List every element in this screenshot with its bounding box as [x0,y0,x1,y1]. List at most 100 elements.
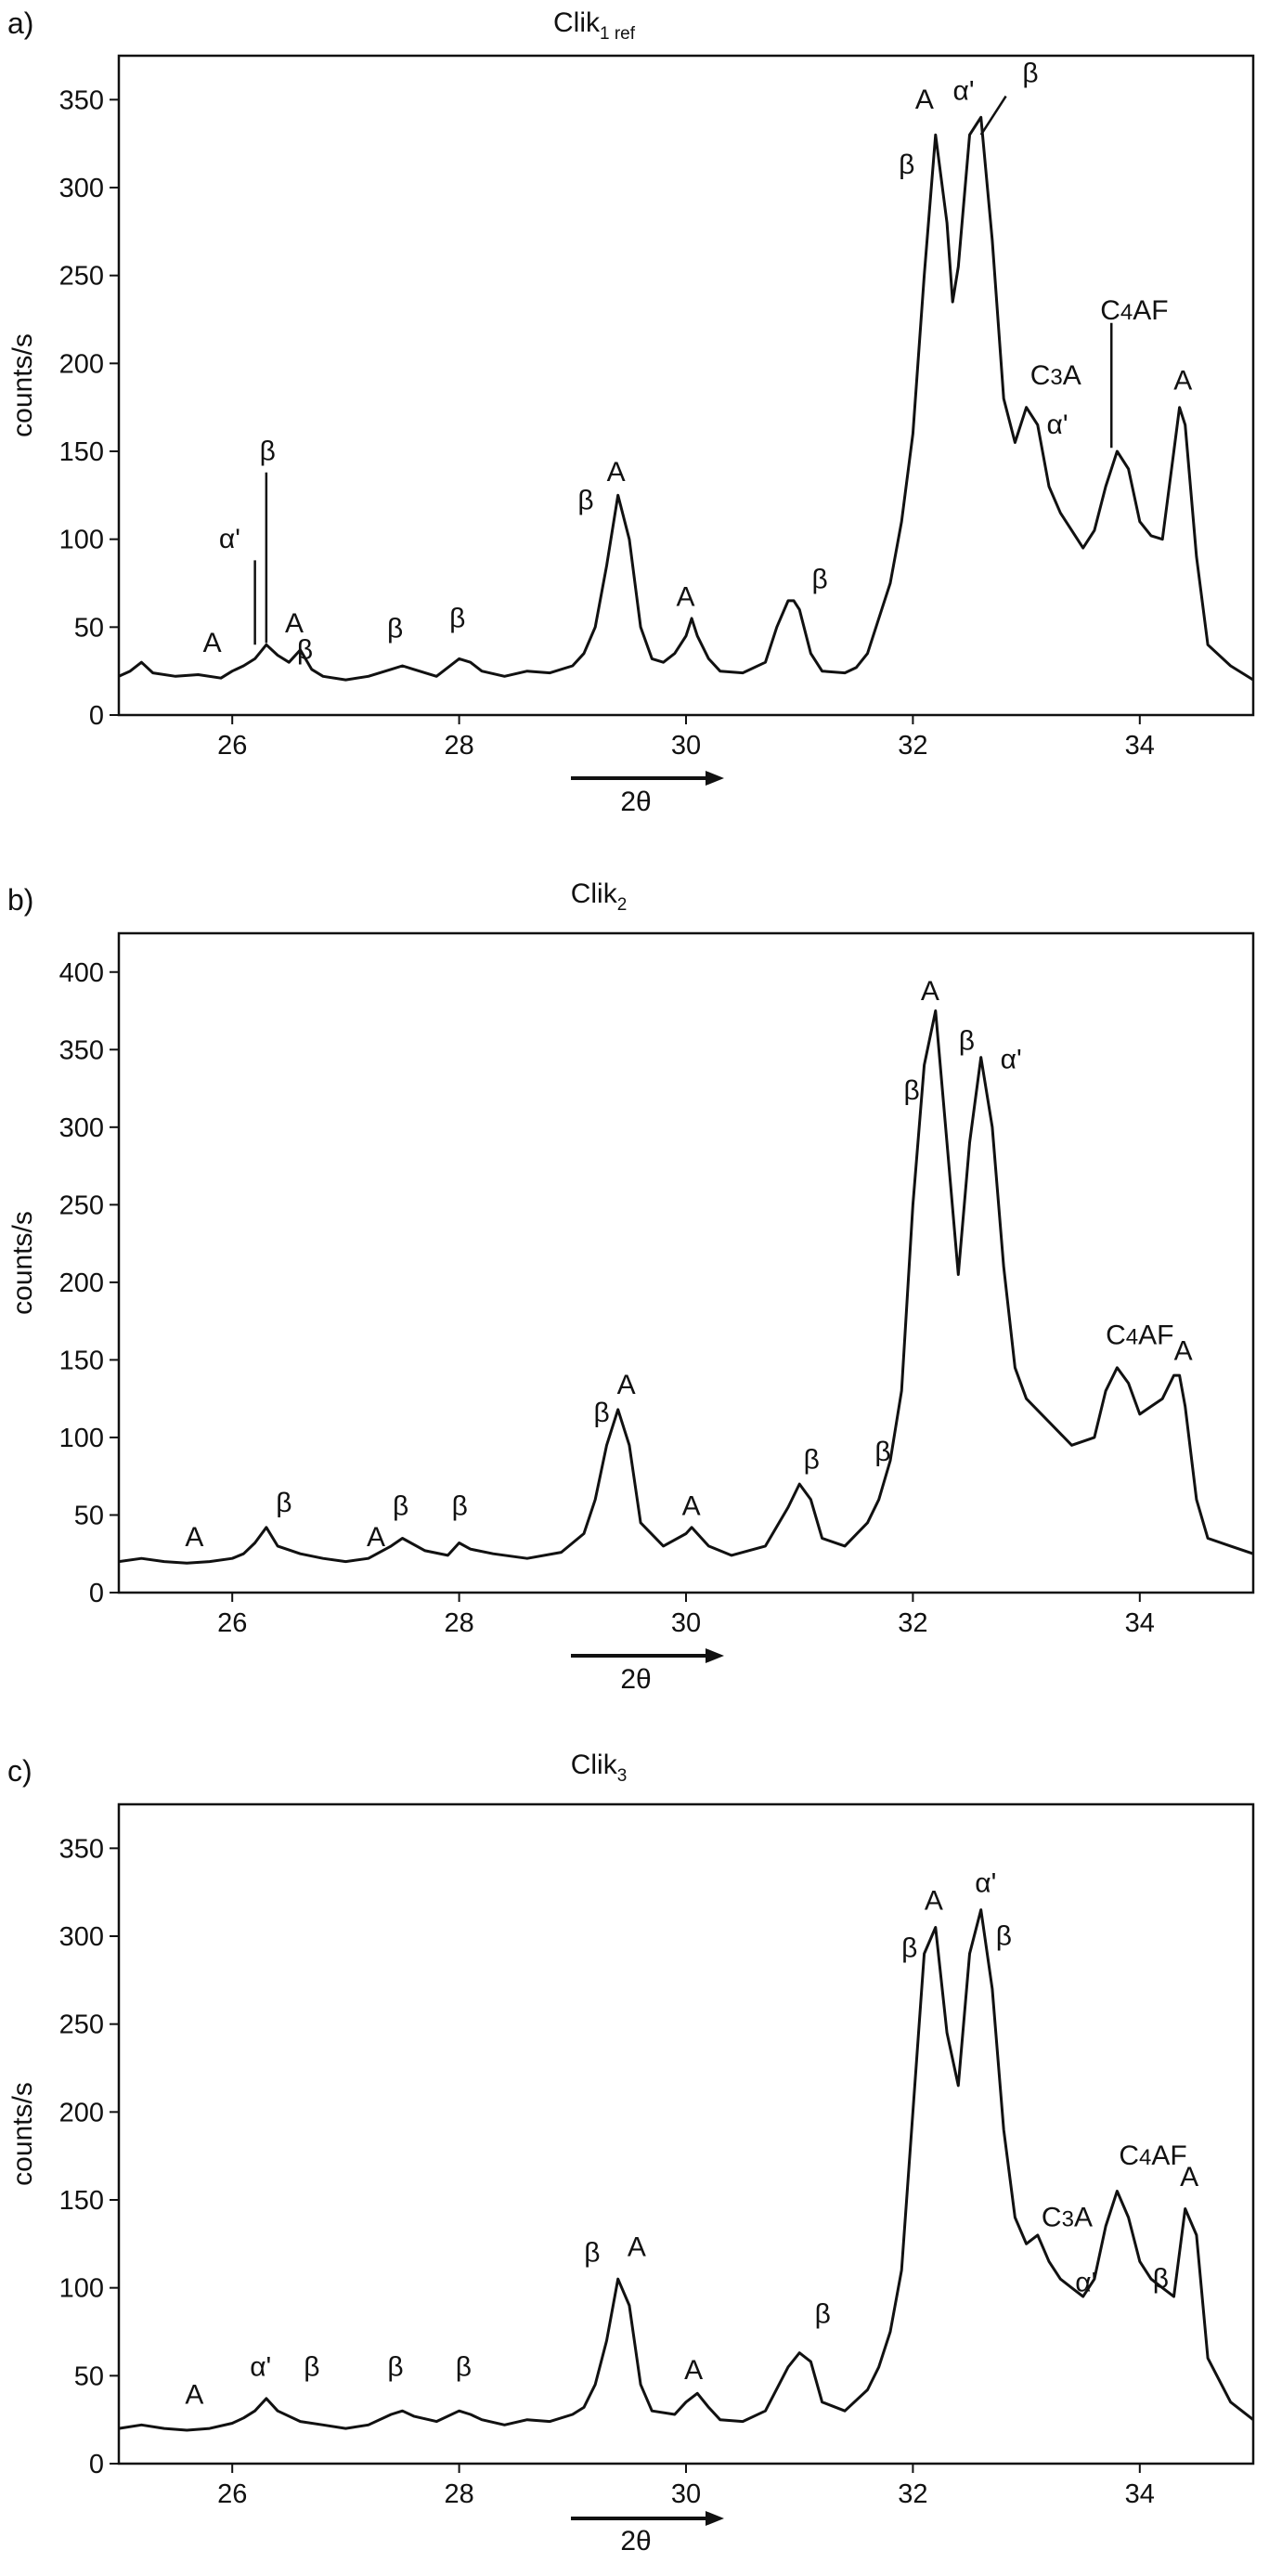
peak-annotation: A [185,2380,203,2411]
y-tick-label: 400 [59,958,104,988]
peak-annotation: α' [219,524,240,554]
peak-annotation: β [304,2351,319,2382]
peak-annotation: C4AF [1119,2140,1186,2171]
y-tick-label: 0 [89,1579,104,1608]
y-tick-label: 0 [89,2450,104,2479]
x-tick-label: 26 [217,731,247,761]
diffraction-trace [118,115,1254,682]
x-tick-label: 30 [671,1608,701,1638]
y-tick-label: 300 [59,1922,104,1952]
peak-annotation: β [959,1025,975,1056]
y-axis-label: counts/s [7,1211,38,1315]
x-tick-label: 26 [217,2479,247,2509]
diffraction-trace [118,1009,1254,1565]
x-tick-label: 28 [444,2479,473,2509]
peak-annotation: A [628,2232,646,2263]
x-axis-arrowhead [706,2511,724,2526]
y-axis-label: counts/s [7,2082,38,2186]
x-tick-label: 34 [1125,731,1155,761]
y-tick-label: 150 [59,437,104,467]
peak-annotation: β [1022,58,1038,88]
peak-annotation: A [617,1370,636,1400]
peak-annotation: C4AF [1106,1321,1173,1351]
peak-annotation: β [815,2299,831,2330]
x-tick-label: 32 [898,2479,927,2509]
x-tick-label: 34 [1125,1608,1155,1638]
peak-annotation: β [452,1490,468,1521]
peak-annotation: α' [953,75,975,106]
y-tick-label: 350 [59,1035,104,1065]
peak-annotation: A [1180,2162,1198,2192]
x-tick-label: 32 [898,731,927,761]
peak-annotation: A [185,1522,203,1553]
peak-annotation: A [607,457,626,488]
peak-annotation: α' [975,1868,996,1899]
peak-annotation: β [996,1920,1012,1951]
panel-title: Clik1 ref [553,7,636,44]
y-tick-label: 350 [59,1834,104,1864]
peak-annotation: A [684,2355,703,2386]
y-tick-label: 200 [59,349,104,379]
diffraction-trace [118,1908,1254,2432]
peak-annotation: α' [250,2351,271,2382]
x-tick-label: 32 [898,1608,927,1638]
x-axis-label: 2θ [620,2526,651,2556]
peak-annotation: β [449,603,465,633]
x-axis-arrowhead [706,1648,724,1663]
peak-annotation: A [367,1522,385,1553]
peak-annotation: A [925,1886,943,1917]
peak-annotation: C3A [1030,360,1081,391]
peak-annotation: β [904,1075,920,1106]
y-tick-label: 150 [59,2186,104,2216]
panel-title: Clik2 [571,878,628,915]
peak-leader-line [979,95,1007,136]
y-tick-label: 50 [74,2361,104,2391]
x-tick-label: 26 [217,1608,247,1638]
y-tick-label: 150 [59,1346,104,1375]
peak-annotation: A [203,628,222,658]
y-tick-label: 0 [89,701,104,731]
peak-annotation: β [297,634,313,665]
peak-annotation: β [901,1933,917,1964]
peak-annotation: β [812,565,828,595]
peak-annotation: β [260,436,276,466]
xrd-panel-a: a) Clik1 ref 0 50 100 150 200 250 300 350 26 28 30 32… [7,7,1255,817]
peak-annotation: β [393,1490,408,1521]
peak-annotation: C4AF [1100,295,1168,326]
peak-annotation: A [677,582,695,613]
panel-label: c) [7,1754,32,1788]
y-tick-label: 200 [59,2098,104,2127]
peak-annotation: β [577,485,593,515]
y-tick-label: 50 [74,1501,104,1530]
peak-annotation: A [682,1490,701,1521]
peak-annotation: α' [1075,2267,1096,2297]
peak-annotation: A [921,976,939,1007]
y-tick-label: 250 [59,1190,104,1220]
peak-annotation: β [899,150,914,180]
y-tick-label: 300 [59,1113,104,1143]
x-axis-label: 2θ [620,787,651,817]
y-tick-label: 300 [59,174,104,203]
x-tick-label: 30 [671,2479,701,2509]
peak-annotation: A [285,608,304,639]
x-axis-label: 2θ [620,1664,651,1695]
peak-annotation: β [1153,2264,1169,2295]
peak-annotation: β [387,614,403,644]
y-tick-label: 100 [59,1424,104,1453]
peak-annotation: A [1174,1335,1193,1366]
peak-annotation: α' [1001,1044,1022,1074]
peak-annotation: β [387,2351,403,2382]
y-tick-label: 350 [59,85,104,115]
x-axis-arrowhead [706,771,724,786]
peak-annotation: β [584,2237,600,2268]
y-tick-label: 100 [59,526,104,555]
peak-annotation: A [1173,366,1192,397]
peak-annotation: C3A [1042,2202,1093,2232]
peak-annotation: β [276,1488,291,1518]
y-tick-label: 250 [59,262,104,292]
y-axis-label: counts/s [7,333,38,437]
peak-annotation: β [593,1398,609,1428]
peak-annotation: α' [1046,410,1068,440]
panel-label: b) [7,883,33,917]
